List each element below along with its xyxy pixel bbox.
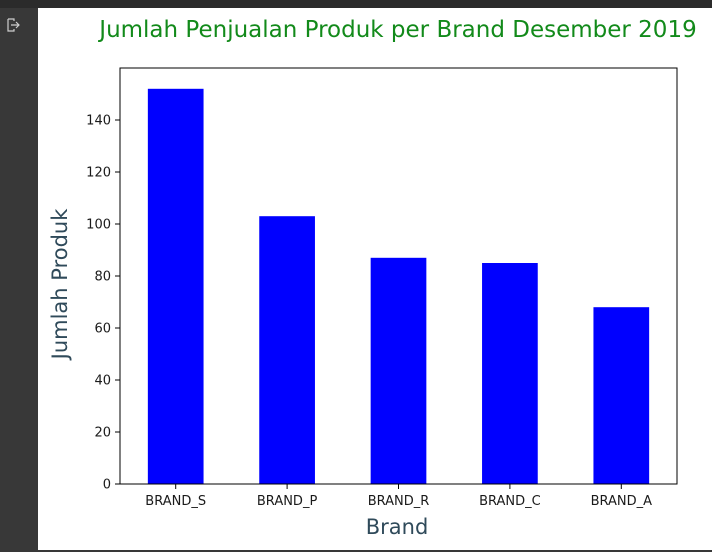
x-axis-label: Brand xyxy=(366,515,429,539)
chart-title: Jumlah Penjualan Produk per Brand Desemb… xyxy=(97,17,696,43)
plot-area: BRAND_S BRAND_P BRAND_R BRAND_C BRAND_A 0 20 40… xyxy=(86,67,678,509)
x-tick-label: BRAND_P xyxy=(257,494,318,509)
x-tick-label: BRAND_C xyxy=(479,494,541,509)
y-tick-label: 20 xyxy=(94,426,111,441)
y-tick-label: 60 xyxy=(94,322,111,337)
y-tick-label: 120 xyxy=(86,166,111,181)
output-cell: Jumlah Penjualan Produk per Brand Desemb… xyxy=(38,8,712,550)
bar-brand-c xyxy=(482,263,538,484)
bar-brand-r xyxy=(370,257,427,484)
y-tick-label: 140 xyxy=(86,114,111,129)
bar-brand-s xyxy=(147,88,204,485)
y-tick-label: 80 xyxy=(94,270,111,285)
x-tick-label: BRAND_A xyxy=(591,494,653,509)
plot-frame xyxy=(119,67,678,485)
output-arrow-icon[interactable] xyxy=(6,18,20,32)
bar-chart: Jumlah Penjualan Produk per Brand Desemb… xyxy=(48,17,697,539)
x-tick-label: BRAND_R xyxy=(368,494,430,509)
bar-brand-a xyxy=(593,307,650,484)
top-bar xyxy=(0,0,712,8)
y-tick-label: 40 xyxy=(94,374,111,389)
x-tick-label: BRAND_S xyxy=(145,494,206,509)
bar-brand-p xyxy=(259,216,315,484)
y-axis-label: Jumlah Produk xyxy=(48,208,72,362)
y-tick-label: 100 xyxy=(86,218,111,233)
cell-gutter xyxy=(0,8,38,552)
y-tick-label: 0 xyxy=(103,478,111,493)
